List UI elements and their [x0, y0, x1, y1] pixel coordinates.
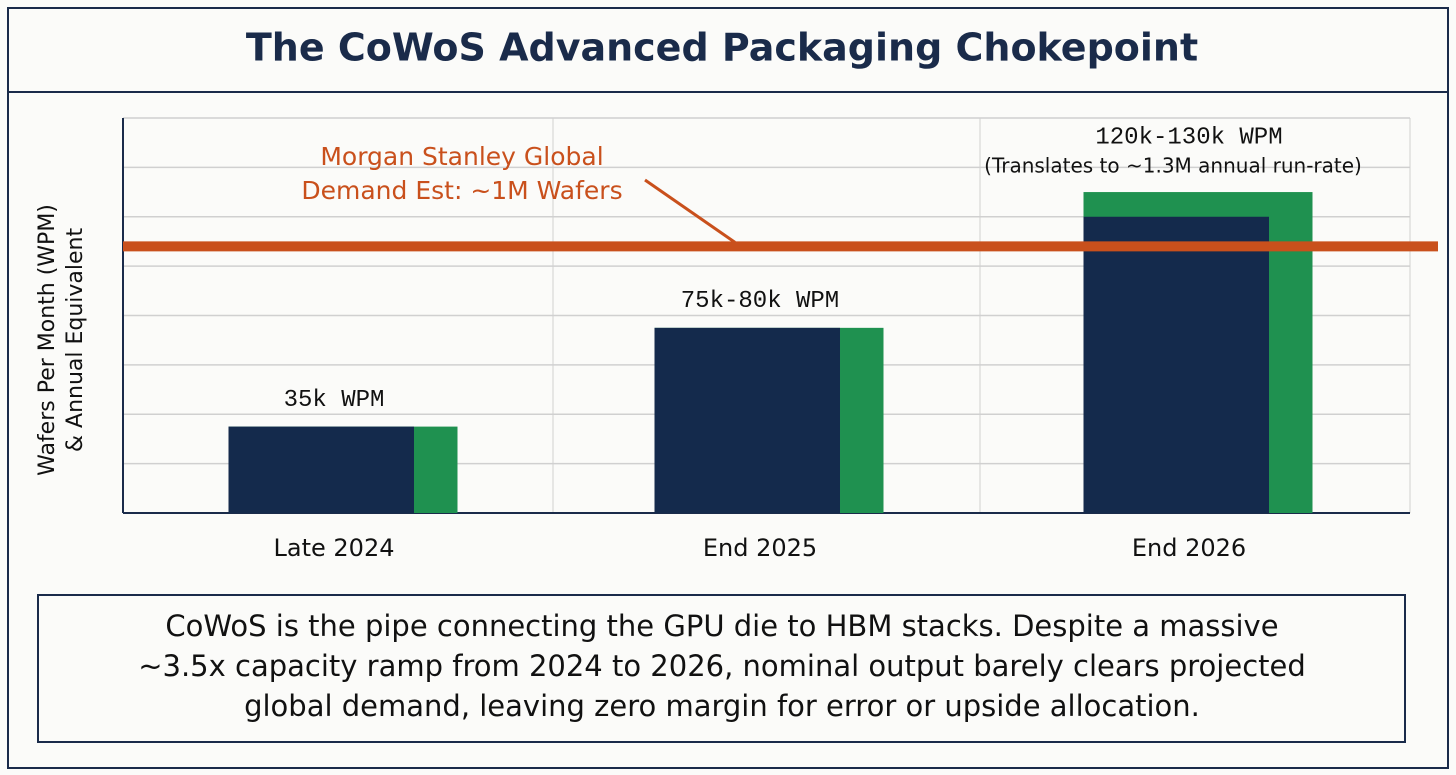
reference-label: Demand Est: ~1M Wafers — [301, 176, 622, 205]
bar — [228, 426, 414, 513]
bar-label: 75k-80k WPM — [681, 288, 839, 315]
x-tick-label: Late 2024 — [274, 534, 395, 562]
reference-label: Morgan Stanley Global — [320, 142, 603, 171]
bar-label: 120k-130k WPM — [1095, 124, 1282, 151]
caption-line: ~3.5x capacity ramp from 2024 to 2026, n… — [138, 649, 1306, 683]
x-tick-label: End 2025 — [703, 534, 817, 562]
caption-line: global demand, leaving zero margin for e… — [244, 689, 1200, 723]
y-axis-title: Wafers Per Month (WPM) & Annual Equivale… — [35, 204, 88, 476]
bar — [1083, 216, 1269, 513]
leader-line — [644, 178, 736, 244]
bar — [654, 327, 840, 513]
plot: Late 2024 35k WPM End 2025 75k-80k WPM End 2… — [122, 117, 1438, 723]
caption-box — [37, 594, 1406, 743]
caption-line: CoWoS is the pipe connecting the GPU die… — [165, 609, 1278, 643]
y-label-line: & Annual Equivalent — [63, 228, 88, 453]
x-tick-label: End 2026 — [1132, 534, 1246, 562]
y-label-line: Wafers Per Month (WPM) — [35, 204, 60, 476]
bar-note: (Translates to ~1.3M annual run-rate) — [984, 154, 1362, 178]
chart-title: The CoWoS Advanced Packaging Chokepoint — [246, 26, 1198, 70]
bar-label: 35k WPM — [284, 387, 385, 414]
